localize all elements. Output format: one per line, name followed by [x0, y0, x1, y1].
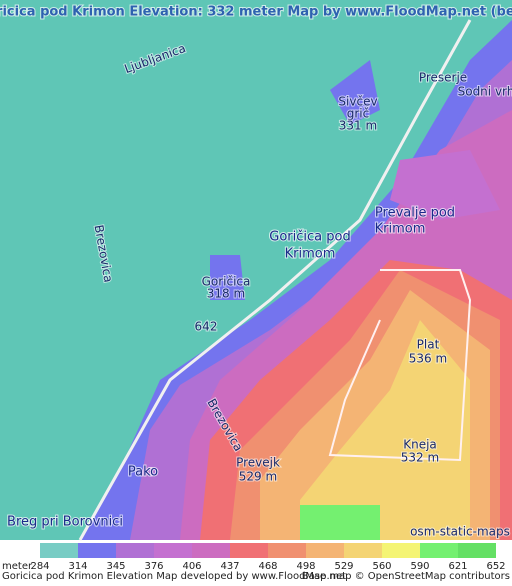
legend-swatch: [154, 543, 192, 558]
map-label: Sodni vrh: [458, 85, 512, 99]
title: Goricica pod Krimon Elevation: 332 meter…: [0, 5, 512, 20]
legend-swatch: [192, 543, 230, 558]
legend-tick-label: 590: [410, 561, 429, 572]
map-label: 536 m: [409, 352, 447, 366]
legend-swatch: [268, 543, 306, 558]
legend-tick-label: 560: [372, 561, 391, 572]
legend-swatch: [306, 543, 344, 558]
legend-tick-label: 621: [448, 561, 467, 572]
footer-right: Base map © OpenStreetMap contributors: [302, 571, 510, 582]
map-label: grič: [347, 107, 369, 121]
legend-tick-label: 468: [258, 561, 277, 572]
legend-swatch: [40, 543, 78, 558]
legend-tick-label: 345: [106, 561, 125, 572]
map-label: 642: [195, 320, 218, 334]
legend-swatch: [116, 543, 154, 558]
map-label: Preserje: [419, 71, 467, 85]
map-label: Krimom: [285, 247, 336, 262]
legend-tick-label: 652: [486, 561, 505, 572]
map-label: Prevejk: [236, 456, 280, 470]
map-label: 529 m: [239, 470, 277, 484]
map-label: 532 m: [401, 451, 439, 465]
legend-tick-label: 406: [182, 561, 201, 572]
legend-swatch: [344, 543, 382, 558]
legend-swatch: [458, 543, 496, 558]
legend-unit: meter: [2, 561, 33, 572]
map-label: osm-static-maps: [410, 525, 510, 539]
legend-swatch: [420, 543, 458, 558]
map-label: Kneja: [403, 438, 437, 452]
map-label: Prevalje pod: [375, 206, 455, 221]
map-label: Plat: [417, 338, 440, 352]
legend-swatch: [78, 543, 116, 558]
legend-tick-label: 498: [296, 561, 315, 572]
legend-tick-label: 376: [144, 561, 163, 572]
map-label: 318 m: [207, 287, 245, 301]
footer-left: Goricica pod Krimon Elevation Map develo…: [2, 571, 346, 582]
map-label: Sivčev: [338, 95, 377, 109]
legend-tick-label: 284: [30, 561, 49, 572]
map-label: Pako: [128, 465, 158, 480]
legend-swatch: [230, 543, 268, 558]
legend-tick-label: 437: [220, 561, 239, 572]
legend-tick-label: 529: [334, 561, 353, 572]
map-label: Goričica pod: [269, 230, 350, 245]
map: Ljubljanica Sivčev grič 331 m Preserje S…: [0, 0, 512, 541]
legend: meter 284 314 345 376 406 437 468 498 529 560 590 6…: [2, 543, 506, 572]
map-label: Goričica: [202, 275, 251, 289]
map-label: 331 m: [339, 119, 377, 133]
legend-tick-label: 314: [68, 561, 87, 572]
map-label: Krimom: [375, 222, 426, 237]
legend-swatch: [382, 543, 420, 558]
map-label: Breg pri Borovnici: [7, 515, 123, 530]
